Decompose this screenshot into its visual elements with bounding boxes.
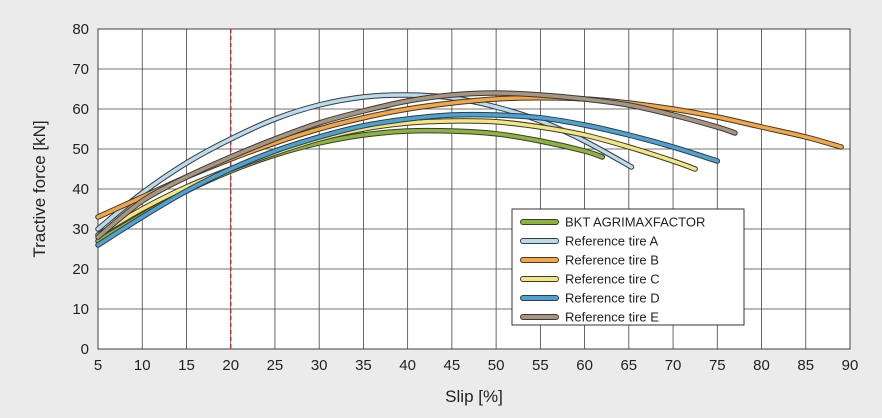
- x-tick-label: 60: [576, 357, 593, 374]
- x-tick-label: 55: [532, 357, 549, 374]
- y-tick-label: 70: [72, 61, 89, 78]
- series-line-core: [96, 112, 720, 247]
- series-line-5: [95, 111, 721, 248]
- legend-item-4: Reference tire C: [520, 272, 660, 287]
- x-tick-label: 85: [797, 357, 814, 374]
- x-tick-label: 90: [842, 357, 859, 374]
- y-tick-label: 30: [72, 221, 89, 238]
- x-tick-label: 80: [753, 357, 770, 374]
- y-tick-label: 50: [72, 141, 89, 158]
- legend-label: Reference tire A: [565, 234, 659, 249]
- legend-label: Reference tire D: [565, 291, 660, 306]
- y-tick-label: 20: [72, 261, 89, 278]
- x-tick-label: 5: [94, 357, 102, 374]
- x-tick-label: 25: [267, 357, 284, 374]
- series-line-6: [95, 90, 738, 240]
- x-tick-label: 35: [355, 357, 372, 374]
- legend-item-6: Reference tire E: [520, 310, 659, 325]
- y-tick-label: 0: [81, 341, 89, 358]
- x-tick-label: 15: [178, 357, 195, 374]
- x-axis-title: Slip [%]: [445, 387, 503, 406]
- legend-label: BKT AGRIMAXFACTOR: [565, 215, 705, 230]
- legend-item-5: Reference tire D: [520, 291, 660, 306]
- y-tick-label: 40: [72, 181, 89, 198]
- x-tick-label: 40: [399, 357, 416, 374]
- x-tick-labels: 5 10 15 20 25 30 35 40 45 50 55 60 65 70 75 80 85 90: [94, 357, 859, 374]
- legend-box: [511, 208, 745, 326]
- x-tick-label: 10: [134, 357, 151, 374]
- series-line-core: [96, 93, 634, 231]
- y-tick-label: 10: [72, 301, 89, 318]
- series-line-2: [95, 92, 635, 232]
- grid: [97, 28, 851, 350]
- x-tick-label: 45: [444, 357, 461, 374]
- x-tick-label: 65: [620, 357, 637, 374]
- x-tick-label: 20: [222, 357, 239, 374]
- legend-item-3: Reference tire B: [520, 253, 659, 268]
- y-tick-labels: 0 10 20 30 40 50 60 70 80: [72, 21, 89, 358]
- legend-label: Reference tire E: [565, 310, 659, 325]
- legend-label: Reference tire C: [565, 272, 660, 287]
- legend-item-1: BKT AGRIMAXFACTOR: [520, 215, 705, 230]
- y-tick-label: 60: [72, 101, 89, 118]
- y-tick-label: 80: [72, 21, 89, 38]
- series-layer: [95, 90, 844, 248]
- x-tick-label: 70: [665, 357, 682, 374]
- x-tick-label: 30: [311, 357, 328, 374]
- x-tick-label: 50: [488, 357, 505, 374]
- legend-label: Reference tire B: [565, 253, 659, 268]
- y-axis-title: Tractive force [kN]: [30, 120, 49, 257]
- legend: BKT AGRIMAXFACTOR Reference tire A Referen…: [511, 208, 745, 326]
- series-line-core: [96, 91, 737, 239]
- x-tick-label: 75: [709, 357, 726, 374]
- legend-item-2: Reference tire A: [520, 234, 659, 249]
